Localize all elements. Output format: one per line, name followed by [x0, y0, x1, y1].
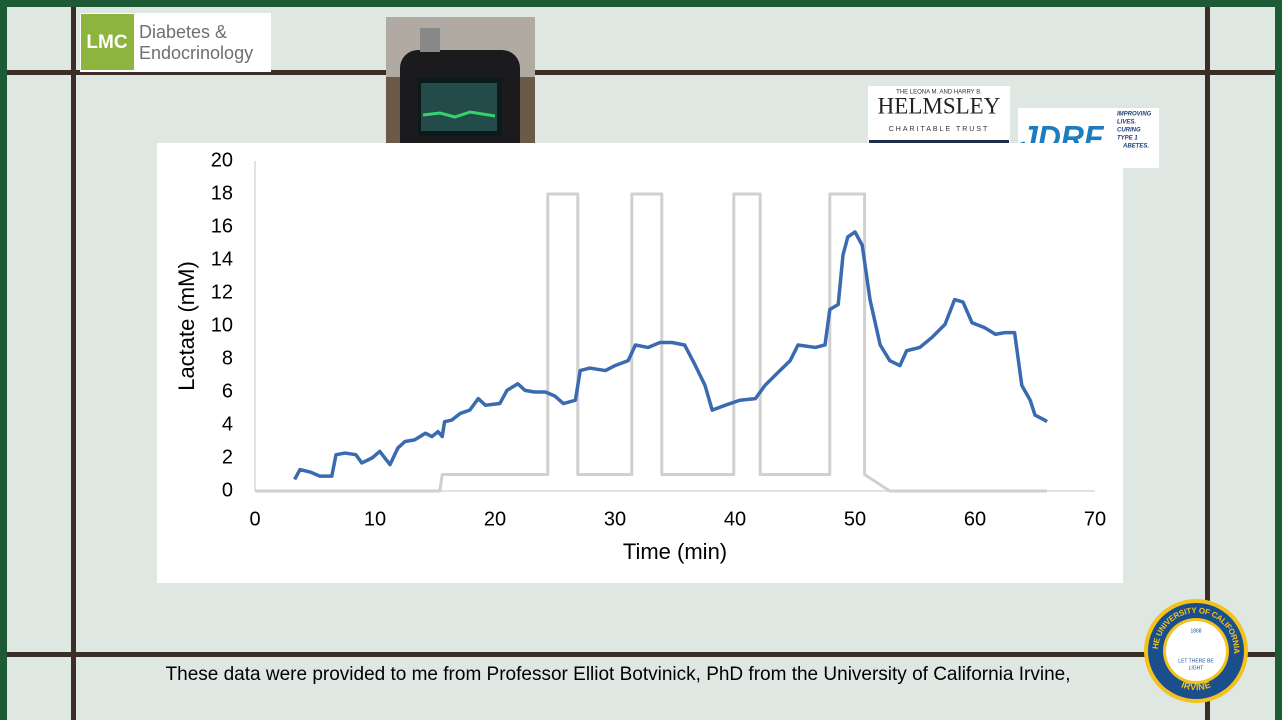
- jdrf-tagline: CURING: [1117, 128, 1141, 134]
- x-tick-label: 60: [964, 508, 986, 530]
- y-tick-label: 10: [211, 314, 233, 336]
- x-tick-label: 20: [484, 508, 506, 530]
- seal-motto: LET THERE BE: [1178, 658, 1214, 664]
- helmsley-top: THE LEONA M. AND HARRY B.: [896, 90, 982, 96]
- lmc-line: Endocrinology: [139, 43, 253, 63]
- y-axis-title: Lactate (mM): [174, 261, 199, 391]
- x-axis-title: Time (min): [623, 539, 727, 564]
- caption: These data were provided to me from Prof…: [166, 664, 1071, 685]
- chart: Time (min) Lactate (mM) 0 2 4 6 8 10 12 14 16 18 2…: [174, 149, 1106, 564]
- frame-lines: [7, 7, 1275, 720]
- helmsley-logo: THE LEONA M. AND HARRY B. HELMSLEY CHARI…: [868, 86, 1010, 146]
- y-tick-label: 6: [222, 380, 233, 402]
- y-tick-label: 4: [222, 413, 233, 435]
- x-tick-label: 50: [844, 508, 866, 530]
- seal-year: 1868: [1190, 628, 1201, 634]
- seal-ring-bottom: IRVINE: [1180, 680, 1212, 693]
- lmc-mark: LMC: [86, 32, 127, 53]
- data-line: [293, 230, 1048, 481]
- x-tick-label: 40: [724, 508, 746, 530]
- jdrf-tagline: DIABETES.: [1117, 144, 1149, 150]
- y-tick-label: 8: [222, 347, 233, 369]
- x-tick-label: 10: [364, 508, 386, 530]
- y-tick-label: 14: [211, 248, 233, 270]
- chart-panel: [157, 143, 1123, 583]
- y-tick-label: 12: [211, 281, 233, 303]
- data-line: [255, 192, 1047, 493]
- y-tick-label: 16: [211, 215, 233, 237]
- helmsley-bottom: CHARITABLE TRUST: [889, 126, 990, 133]
- jdrf-tagline: LIVES.: [1117, 120, 1136, 126]
- x-tick-label: 70: [1084, 508, 1106, 530]
- x-tick-label: 0: [249, 508, 260, 530]
- y-tick-label: 0: [222, 479, 233, 501]
- y-tick-label: 18: [211, 182, 233, 204]
- jdrf-tagline: TYPE 1: [1117, 136, 1138, 142]
- y-tick-label: 20: [211, 149, 233, 171]
- jdrf-tagline: IMPROVING: [1117, 112, 1152, 118]
- x-tick-label: 30: [604, 508, 626, 530]
- svg-text:IRVINE: IRVINE: [1180, 680, 1212, 693]
- seal-motto: LIGHT: [1189, 665, 1204, 671]
- lmc-logo: LMC Diabetes & Endocrinology: [80, 13, 271, 72]
- y-tick-label: 2: [222, 446, 233, 468]
- lmc-line: Diabetes &: [139, 22, 227, 42]
- helmsley-name: HELMSLEY: [878, 93, 1001, 118]
